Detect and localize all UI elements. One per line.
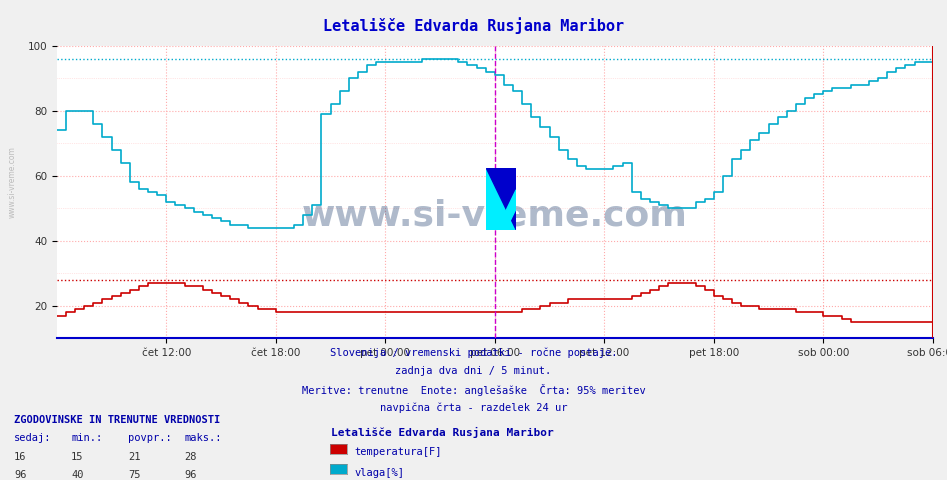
Text: Meritve: trenutne  Enote: anglešaške  Črta: 95% meritev: Meritve: trenutne Enote: anglešaške Črta…: [302, 384, 645, 396]
Text: 15: 15: [71, 452, 83, 462]
Polygon shape: [486, 168, 516, 230]
Polygon shape: [486, 168, 516, 230]
Text: maks.:: maks.:: [185, 433, 223, 444]
Text: temperatura[F]: temperatura[F]: [354, 447, 441, 457]
Text: 16: 16: [14, 452, 27, 462]
Text: Letališče Edvarda Rusjana Maribor: Letališče Edvarda Rusjana Maribor: [331, 427, 554, 438]
Text: min.:: min.:: [71, 433, 102, 444]
Text: 96: 96: [185, 470, 197, 480]
Text: zadnja dva dni / 5 minut.: zadnja dva dni / 5 minut.: [396, 366, 551, 376]
Text: vlaga[%]: vlaga[%]: [354, 468, 404, 478]
Text: 40: 40: [71, 470, 83, 480]
Text: navpična črta - razdelek 24 ur: navpična črta - razdelek 24 ur: [380, 403, 567, 413]
Text: www.si-vreme.com: www.si-vreme.com: [8, 146, 17, 218]
Text: Slovenija / vremenski podatki - ročne postaje.: Slovenija / vremenski podatki - ročne po…: [330, 348, 617, 359]
Text: ZGODOVINSKE IN TRENUTNE VREDNOSTI: ZGODOVINSKE IN TRENUTNE VREDNOSTI: [14, 415, 221, 425]
Text: povpr.:: povpr.:: [128, 433, 171, 444]
Text: 21: 21: [128, 452, 140, 462]
Text: 96: 96: [14, 470, 27, 480]
Text: 28: 28: [185, 452, 197, 462]
Polygon shape: [496, 190, 516, 230]
Polygon shape: [486, 168, 516, 230]
Text: Letališče Edvarda Rusjana Maribor: Letališče Edvarda Rusjana Maribor: [323, 17, 624, 34]
Text: www.si-vreme.com: www.si-vreme.com: [302, 198, 688, 232]
Text: 75: 75: [128, 470, 140, 480]
Text: sedaj:: sedaj:: [14, 433, 52, 444]
